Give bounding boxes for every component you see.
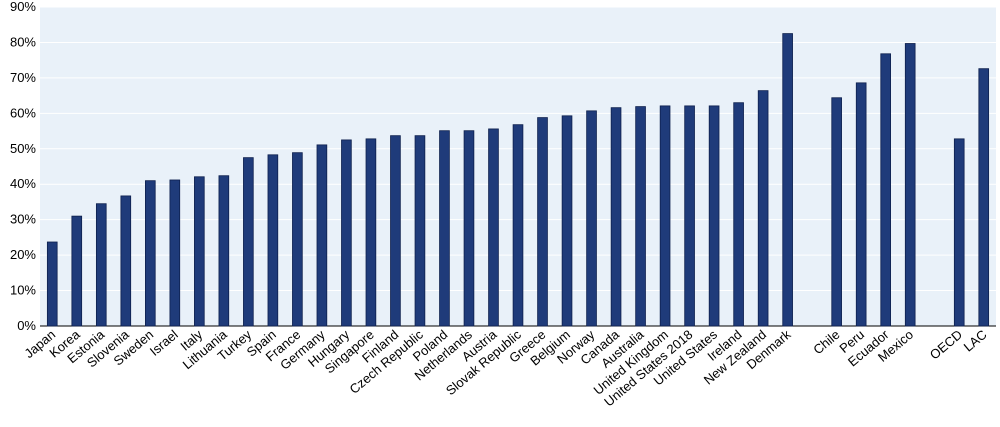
bar [880, 53, 891, 327]
bar [316, 144, 328, 327]
bar [782, 33, 793, 327]
bar [684, 105, 695, 327]
bar [512, 124, 524, 327]
y-tick-label: 50% [10, 141, 36, 156]
bar [831, 97, 842, 327]
y-tick-label: 90% [10, 0, 36, 14]
bar [95, 203, 107, 327]
bar [855, 82, 867, 327]
bar [169, 179, 181, 327]
x-tick-label: Israel [147, 327, 181, 359]
bar [537, 117, 548, 327]
x-tick-label: LAC [961, 327, 990, 355]
bar [978, 68, 990, 327]
bar [463, 130, 475, 327]
bar [243, 157, 254, 327]
y-tick-label: 40% [10, 176, 36, 191]
bar [488, 128, 499, 327]
bar [194, 176, 205, 327]
bar [341, 139, 352, 327]
y-tick-label: 60% [10, 105, 36, 120]
bar [635, 106, 646, 327]
bar [120, 195, 132, 327]
bar [439, 130, 450, 327]
bar [267, 154, 279, 327]
bar [561, 115, 573, 327]
x-tick-label: OECD [927, 327, 965, 363]
bar [708, 105, 720, 327]
bar [365, 138, 377, 327]
bar [390, 135, 401, 327]
bar [757, 90, 769, 327]
y-tick-label: 0% [17, 318, 36, 333]
y-tick-label: 80% [10, 34, 36, 49]
y-tick-label: 20% [10, 247, 36, 262]
bar [71, 215, 83, 327]
bar [610, 107, 622, 327]
bar [46, 241, 58, 327]
bar [586, 110, 597, 327]
bar [904, 43, 916, 327]
y-tick-label: 70% [10, 70, 36, 85]
bar [953, 138, 965, 327]
bar [659, 105, 671, 327]
y-tick-label: 30% [10, 212, 36, 227]
bar [414, 135, 426, 327]
bar [218, 175, 230, 327]
bar [733, 102, 744, 327]
y-tick-label: 10% [10, 283, 36, 298]
bar [292, 152, 303, 327]
bar [145, 180, 156, 327]
